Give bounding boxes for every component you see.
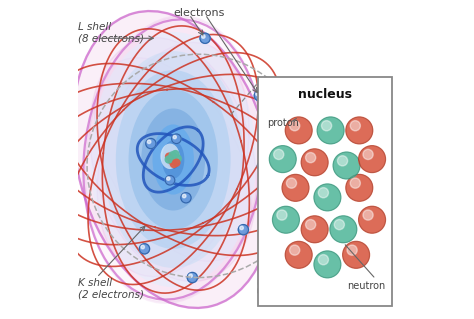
Text: proton: proton: [267, 118, 299, 128]
Circle shape: [321, 121, 332, 131]
Circle shape: [238, 225, 248, 235]
Circle shape: [306, 152, 316, 163]
Circle shape: [172, 151, 179, 158]
Circle shape: [269, 146, 296, 173]
Text: K shell
(2 electrons): K shell (2 electrons): [78, 278, 144, 299]
Ellipse shape: [97, 42, 249, 277]
Circle shape: [346, 174, 373, 201]
Circle shape: [290, 121, 300, 131]
Circle shape: [286, 178, 297, 188]
Text: nucleus: nucleus: [298, 88, 352, 100]
Circle shape: [141, 245, 145, 249]
Circle shape: [240, 226, 243, 230]
Circle shape: [189, 274, 192, 278]
Circle shape: [334, 219, 345, 230]
Circle shape: [165, 175, 175, 185]
Circle shape: [359, 206, 385, 233]
Ellipse shape: [116, 70, 231, 249]
Circle shape: [173, 159, 180, 166]
Circle shape: [346, 117, 373, 144]
FancyBboxPatch shape: [258, 77, 392, 306]
Circle shape: [273, 206, 300, 233]
Circle shape: [343, 241, 370, 268]
Circle shape: [259, 162, 263, 166]
Circle shape: [317, 117, 344, 144]
Ellipse shape: [95, 58, 252, 261]
Circle shape: [146, 138, 156, 149]
Circle shape: [285, 241, 312, 268]
Ellipse shape: [160, 144, 180, 169]
Circle shape: [314, 251, 341, 278]
Ellipse shape: [90, 38, 257, 281]
Circle shape: [167, 177, 170, 180]
Circle shape: [174, 155, 181, 162]
Circle shape: [285, 117, 312, 144]
Circle shape: [257, 161, 268, 171]
Ellipse shape: [85, 16, 262, 303]
Ellipse shape: [153, 124, 194, 195]
Circle shape: [182, 194, 186, 198]
Ellipse shape: [167, 150, 180, 169]
Circle shape: [169, 152, 176, 159]
Circle shape: [201, 35, 205, 38]
Ellipse shape: [128, 89, 218, 230]
Circle shape: [187, 272, 198, 283]
Circle shape: [139, 244, 150, 254]
Ellipse shape: [103, 51, 243, 268]
Circle shape: [350, 121, 360, 131]
Circle shape: [173, 136, 176, 139]
Circle shape: [200, 33, 210, 43]
Text: neutron: neutron: [347, 280, 385, 291]
Ellipse shape: [141, 108, 205, 211]
Circle shape: [337, 156, 347, 166]
Circle shape: [172, 134, 181, 144]
Circle shape: [319, 255, 328, 265]
Circle shape: [314, 184, 341, 211]
Circle shape: [301, 216, 328, 243]
Circle shape: [273, 149, 284, 160]
Circle shape: [170, 160, 177, 167]
Circle shape: [254, 91, 264, 101]
Circle shape: [168, 157, 175, 164]
Circle shape: [359, 146, 385, 173]
Circle shape: [347, 245, 357, 255]
Ellipse shape: [73, 11, 273, 308]
Circle shape: [290, 245, 300, 255]
Circle shape: [282, 174, 309, 201]
Ellipse shape: [162, 140, 184, 179]
Circle shape: [330, 216, 357, 243]
Circle shape: [319, 188, 328, 198]
Circle shape: [306, 219, 316, 230]
Ellipse shape: [90, 32, 256, 287]
Circle shape: [165, 153, 173, 160]
Circle shape: [165, 156, 172, 163]
Circle shape: [301, 149, 328, 176]
Text: L shell
(8 electrons): L shell (8 electrons): [78, 22, 144, 44]
Circle shape: [277, 210, 287, 220]
Circle shape: [181, 193, 191, 203]
Circle shape: [350, 178, 360, 188]
Text: electrons: electrons: [173, 8, 224, 18]
Circle shape: [363, 149, 373, 160]
Circle shape: [147, 140, 151, 144]
Circle shape: [256, 92, 259, 96]
Circle shape: [363, 210, 373, 220]
Circle shape: [333, 152, 360, 179]
